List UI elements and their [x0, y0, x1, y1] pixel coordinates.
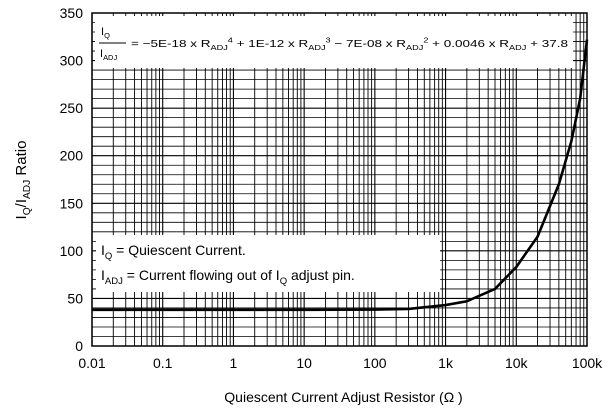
x-tick-label: 10	[296, 355, 312, 371]
x-tick-label: 100k	[572, 355, 603, 371]
legend-notes-background	[96, 235, 440, 292]
x-tick-label: 10k	[505, 355, 529, 371]
x-tick-label: 0.01	[78, 355, 105, 371]
x-axis-label: Quiescent Current Adjust Resistor (Ω )	[224, 389, 462, 405]
x-tick-label: 1k	[438, 355, 454, 371]
y-tick-label: 200	[60, 148, 84, 164]
series-line	[92, 39, 589, 312]
x-tick-label: 100	[363, 355, 387, 371]
y-tick-label: 150	[60, 195, 84, 211]
x-tick-label: 0.1	[153, 355, 173, 371]
note-iq-definition: IQ​ = Quiescent Current.	[101, 242, 246, 262]
plot-frame	[91, 12, 588, 347]
y-tick-label: 250	[60, 100, 84, 116]
y-axis-label: IQ​/IADJ​ Ratio	[13, 141, 33, 220]
y-tick-label: 100	[60, 243, 84, 259]
x-tick-label: 1	[230, 355, 238, 371]
equation-fraction-top: IQ​	[101, 26, 110, 40]
y-tick-label: 50	[67, 290, 83, 306]
y-tick-label: 300	[60, 53, 84, 69]
note-iadj-definition: IADJ​ = Current flowing out of IQ​ adjus…	[101, 267, 355, 287]
y-tick-label: 0	[75, 338, 83, 354]
legend-notes: IQ​ = Quiescent Current. IADJ​ = Current…	[96, 235, 440, 292]
equation-fraction-bottom: IADJ​	[100, 48, 117, 62]
x-axis-ticks: 0.01 0.1 1 10 100 1k 10k 100k	[78, 355, 603, 371]
y-tick-label: 350	[60, 5, 84, 21]
y-axis-ticks: 0 50 100 150 200 250 300 350	[60, 5, 84, 354]
equation-background	[95, 16, 573, 68]
